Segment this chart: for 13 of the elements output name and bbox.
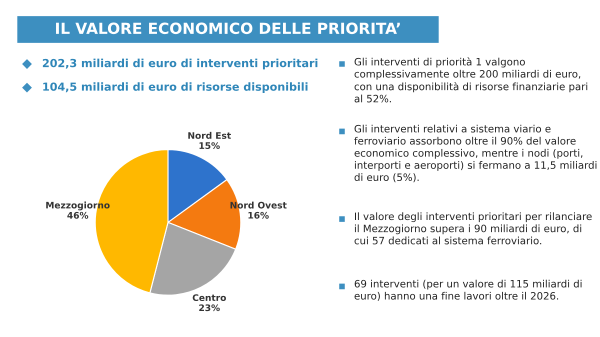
text: 202,3 miliardi di euro di interventi prioritari: [42, 58, 318, 70]
chart-title: IL VALORE ECONOMICO DELLE PRIORITA’: [56, 22, 400, 34]
text: 104,5 miliardi di euro di risorse disponibili: [43, 82, 308, 93]
data-label: 46%: [67, 212, 88, 219]
text: Gli interventi relativi a sistema viario e ferroviario assorbono oltre il 90% del valore economico complessivo, mentre i nodi (porti, interporti e aeroporti) si fermano a 11,5 miliardi di euro (5%).: [354, 124, 596, 182]
text: Il valore degli interventi prioritari per rilanciare il Mezzogiorno supera i 90 miliardi di euro, di cui 57 dedicati al sistema ferroviario.: [354, 212, 592, 244]
text: 69 interventi (per un valore di 115 miliardi di euro) hanno una fine lavori oltre il 2026.: [354, 280, 582, 301]
slice-label: Centro: [192, 294, 226, 302]
data-label: 15%: [200, 142, 220, 150]
slice-label: Nord Est: [188, 132, 231, 139]
data-label: 16%: [248, 212, 269, 219]
text: Gli interventi di priorità 1 valgono complessivamente oltre 200 miliardi di euro, con una disponibilità di risorse finanziarie pari al 52%.: [354, 57, 588, 102]
data-label: 23%: [199, 304, 220, 312]
